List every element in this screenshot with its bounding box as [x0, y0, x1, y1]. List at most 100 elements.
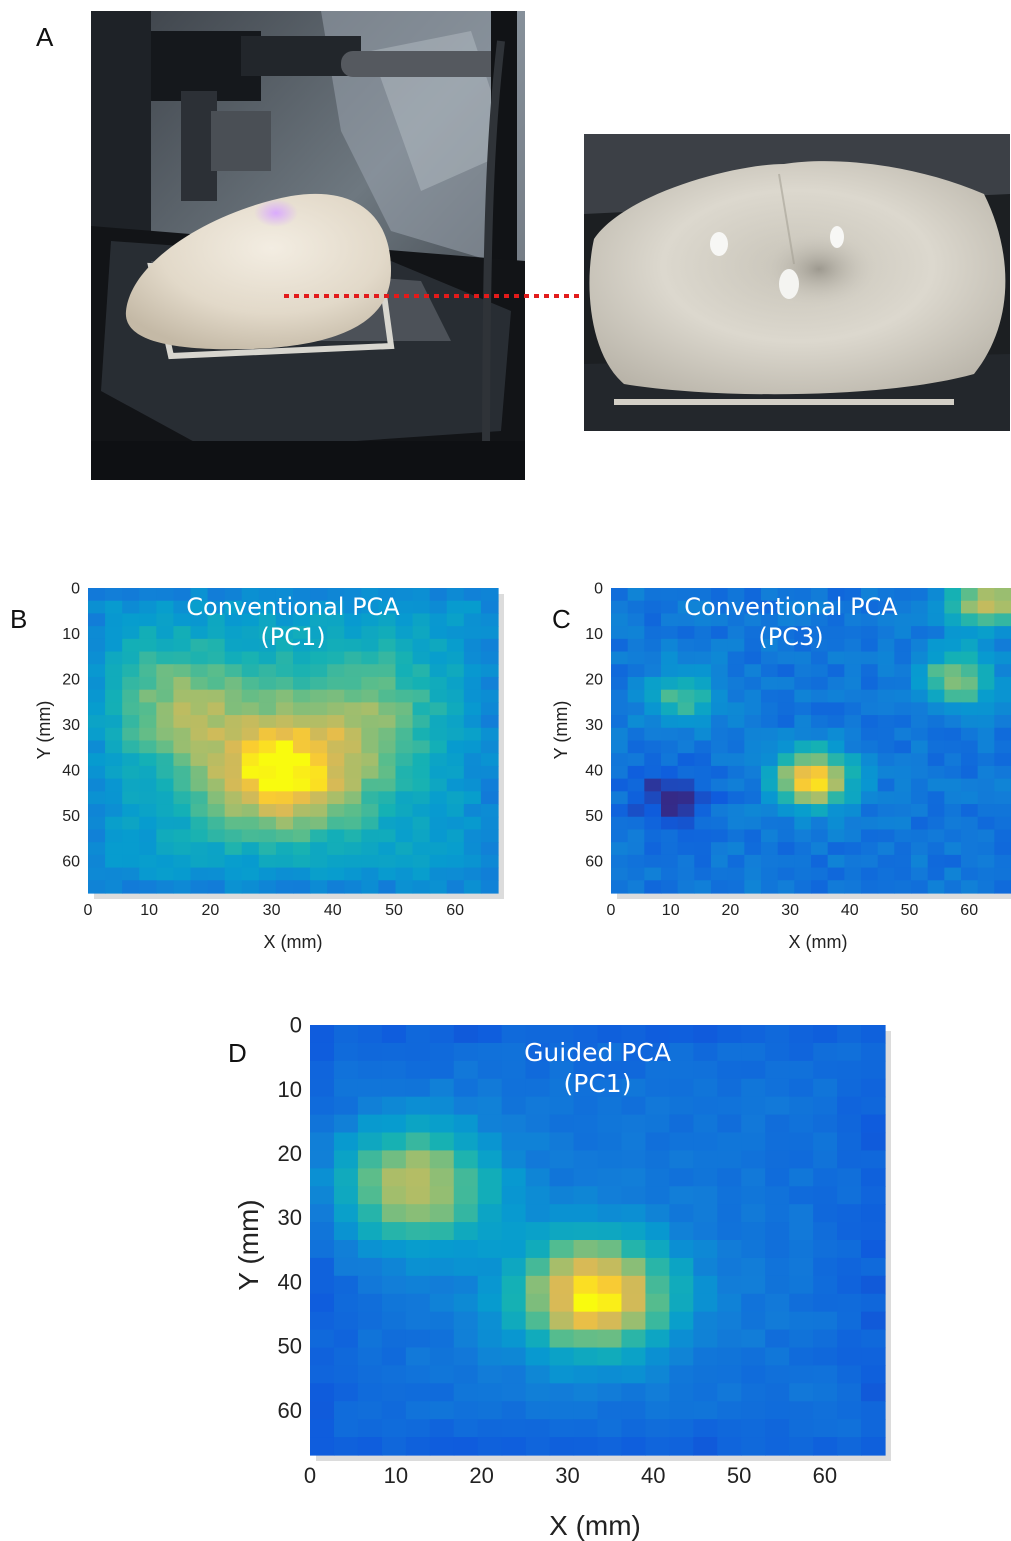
heatmap-cell — [395, 702, 414, 716]
heatmap-cell — [861, 664, 879, 678]
heatmap-cell — [693, 1437, 718, 1456]
heatmap-cell — [744, 702, 762, 716]
heatmap-cell — [224, 689, 243, 703]
heatmap-cell — [861, 880, 879, 894]
heatmap-cell — [224, 816, 243, 831]
heatmap-cell — [844, 867, 862, 881]
heatmap-cell — [190, 765, 209, 780]
heatmap-cell — [549, 1096, 575, 1116]
heatmap-cell — [357, 1437, 383, 1456]
heatmap-cell — [293, 588, 311, 602]
heatmap-cell — [777, 778, 795, 792]
heatmap-cell — [446, 638, 465, 653]
heatmap-cell — [241, 816, 260, 831]
heatmap-cell — [477, 1186, 503, 1205]
heatmap-cell — [611, 638, 629, 653]
heatmap-cell — [395, 880, 414, 894]
heatmap-cell — [480, 689, 499, 703]
heatmap-cell — [88, 740, 106, 754]
heatmap-cell — [765, 1257, 790, 1277]
heatmap-cell — [190, 727, 209, 742]
heatmap-cell — [621, 1311, 647, 1331]
heatmap-cell — [894, 676, 912, 691]
heatmap-cell — [310, 880, 328, 894]
heatmap-cell — [727, 651, 745, 665]
heatmap-cell — [381, 1383, 407, 1402]
heatmap-cell — [344, 829, 362, 843]
heatmap-cell — [344, 651, 362, 665]
heatmap-cell — [105, 867, 123, 881]
heatmap-cell — [644, 854, 662, 869]
heatmap-cell — [741, 1293, 766, 1313]
heatmap-cell — [717, 1168, 742, 1187]
heatmap-cell — [761, 727, 779, 742]
heatmap-cell — [429, 1275, 455, 1295]
heatmap-cell — [761, 867, 779, 881]
heatmap-cell — [463, 715, 482, 729]
heatmap-cell — [156, 778, 175, 792]
heatmap-cell — [761, 778, 779, 792]
heatmap-cell — [501, 1186, 527, 1205]
heatmap-cell — [944, 638, 962, 653]
heatmap-cell — [645, 1186, 670, 1205]
heatmap-cell — [911, 638, 929, 653]
heatmap-cell — [644, 638, 662, 653]
heatmap-cell — [694, 765, 712, 780]
heatmap-cell — [412, 715, 431, 729]
heatmap-cell — [761, 740, 779, 754]
heatmap-cell — [310, 638, 328, 653]
y-tick-label: 20 — [62, 672, 80, 689]
heatmap-cell — [661, 588, 679, 602]
heatmap-cell — [207, 765, 226, 780]
heatmap-cell — [405, 1401, 431, 1420]
heatmap-cell — [694, 778, 712, 792]
heatmap-cell — [811, 727, 829, 742]
heatmap-cell — [977, 816, 995, 831]
heatmap-cell — [453, 1401, 479, 1420]
heatmap-cell — [777, 765, 795, 780]
heatmap-cell — [429, 778, 448, 792]
heatmap-cell — [645, 1401, 670, 1420]
heatmap-cell — [501, 1419, 527, 1438]
heatmap-cell — [661, 842, 679, 856]
heatmap-cell — [480, 740, 499, 754]
heatmap-cell — [241, 880, 260, 894]
heatmap-cell — [105, 676, 123, 691]
heatmap-cell — [711, 638, 729, 653]
heatmap-cell — [122, 880, 140, 894]
heatmap-cell — [207, 727, 226, 742]
heatmap-cell — [627, 702, 645, 716]
heatmap-cell — [844, 676, 862, 691]
heatmap-cell — [693, 1365, 718, 1384]
heatmap-cell — [661, 791, 679, 805]
heatmap-cell — [173, 588, 192, 602]
heatmap-cell — [378, 816, 397, 831]
heatmap-cell — [361, 854, 380, 869]
heatmap-cell — [911, 588, 929, 602]
heatmap-cell — [844, 854, 862, 869]
heatmap-cell — [293, 804, 311, 818]
heatmap-cell — [525, 1114, 551, 1134]
heatmap-cell — [357, 1293, 383, 1313]
heatmap-cell — [327, 740, 345, 754]
heatmap-cell — [241, 854, 260, 869]
heatmap-cell — [241, 702, 260, 716]
heatmap-cell — [241, 651, 260, 665]
heatmap-cell — [994, 880, 1011, 894]
heatmap-cell — [549, 1293, 575, 1313]
heatmap-cell — [977, 676, 995, 691]
heatmap-cell — [717, 1275, 742, 1295]
heatmap-cell — [844, 740, 862, 754]
heatmap-cell — [310, 1186, 335, 1205]
heatmap-cell — [405, 1042, 431, 1062]
heatmap-cell — [621, 1275, 647, 1295]
heatmap-cell — [573, 1437, 599, 1456]
heatmap-cell — [694, 804, 712, 818]
heatmap-cell — [525, 1204, 551, 1223]
heatmap-cell — [207, 600, 226, 615]
heatmap-cell — [446, 715, 465, 729]
heatmap-cell — [694, 791, 712, 805]
heatmap-cell — [173, 880, 192, 894]
heatmap-b-title-block: Conventional PCA (PC1) — [88, 592, 498, 652]
heatmap-cell — [477, 1078, 503, 1098]
